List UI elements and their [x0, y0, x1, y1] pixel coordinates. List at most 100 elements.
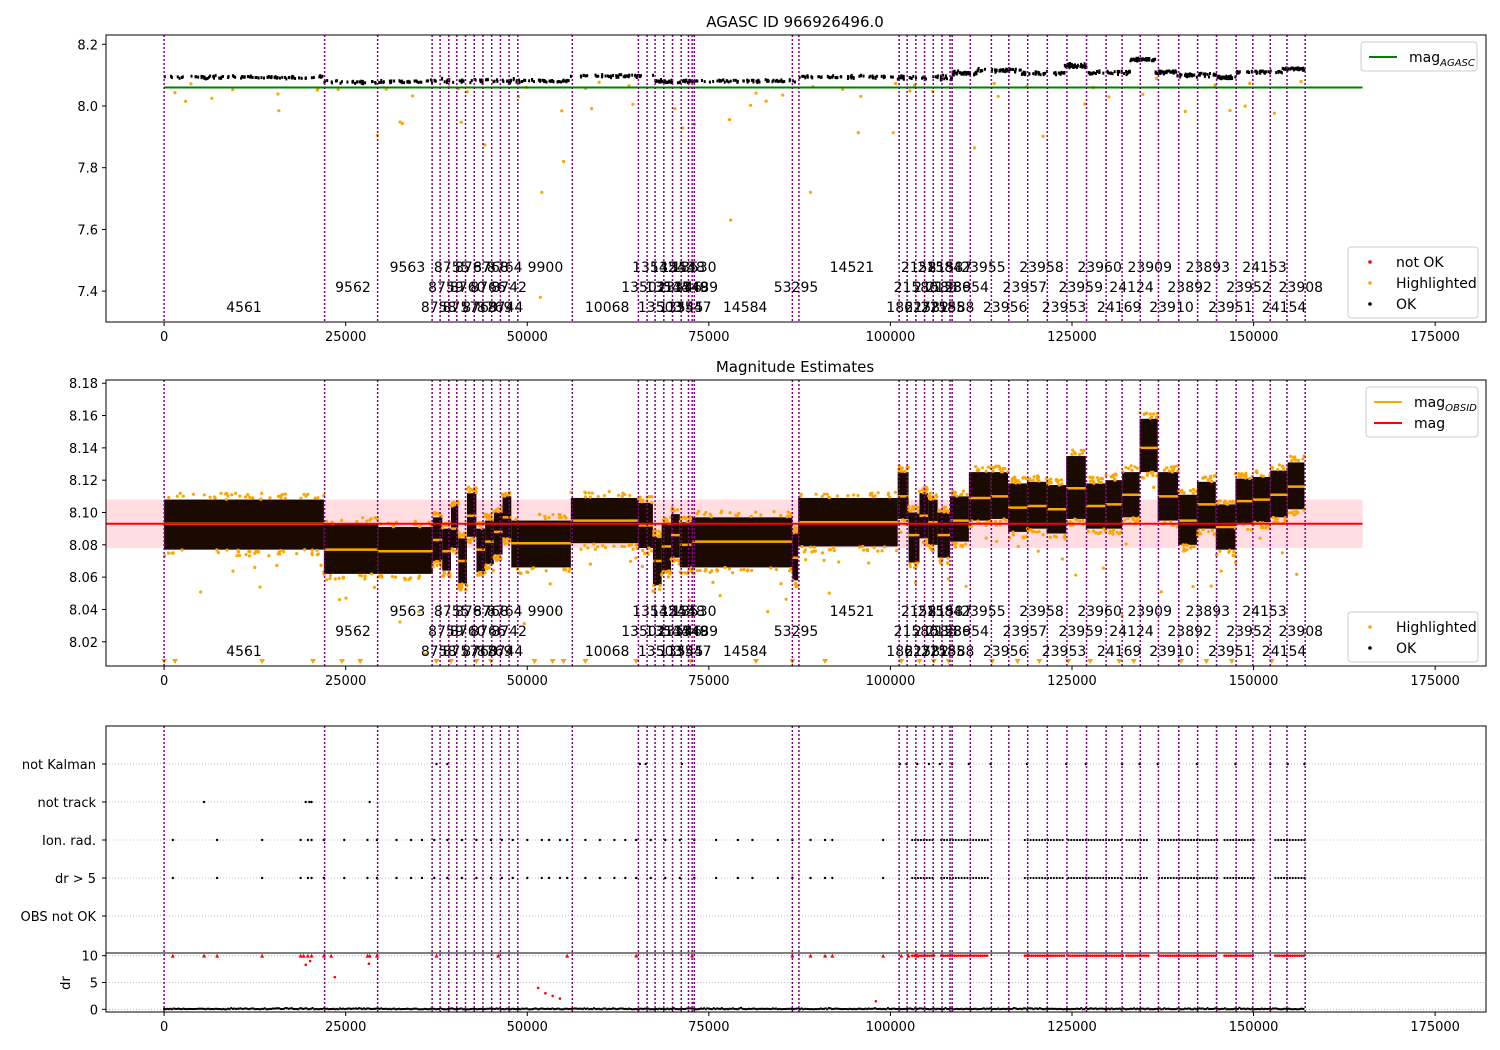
chart2-highlighted-point [1097, 480, 1102, 485]
chart1-ok-point [1219, 76, 1222, 80]
chart1-ok-point [170, 75, 173, 79]
chart1-ok-point [1116, 69, 1119, 73]
dr-ok-point [648, 1008, 651, 1011]
dr-ok-point [199, 1007, 202, 1010]
chart1-ok-point [1039, 73, 1042, 77]
chart2-highlighted-point [1293, 458, 1297, 462]
dr-ok-point [727, 1008, 730, 1011]
dr-ok-point [1264, 1007, 1267, 1010]
chart1-ok-point [1118, 70, 1121, 74]
chart1-xtick-label: 25000 [325, 330, 366, 345]
chart1-ok-point [1057, 71, 1060, 75]
chart2-highlighted-point [474, 486, 478, 490]
dr-not-ok-point [961, 954, 965, 957]
chart1-ok-point [1055, 73, 1058, 77]
dr-ok-point [201, 1007, 204, 1010]
dr-not-ok-point [966, 954, 969, 957]
dr-ok-point [584, 1007, 587, 1010]
chart2-xtick-label: 75000 [688, 674, 729, 689]
dr-not-ok-point [1170, 954, 1174, 957]
chart1-highlighted-point [483, 143, 487, 147]
dr-ok-point [370, 1008, 373, 1011]
dr-ok-point [295, 1008, 298, 1011]
dr-ok-point [1110, 1007, 1113, 1010]
chart2-highlighted-point [359, 574, 364, 578]
dr-ok-point [244, 1007, 247, 1010]
dr-ok-point [613, 1007, 616, 1010]
chart1-ok-point [507, 79, 510, 83]
dr-ok-point [1169, 1008, 1172, 1011]
chart1-ok-point [1226, 76, 1229, 80]
dr-ok-point [1291, 1008, 1294, 1011]
dr-ok-point [629, 1007, 632, 1010]
dr-ok-point [1003, 1007, 1006, 1010]
chart2-highlighted-point [579, 547, 583, 551]
dr-axis-label: dr [59, 976, 74, 990]
dr-ok-point [1152, 1008, 1155, 1011]
dr-not-ok-point [1238, 954, 1242, 957]
dr-gt-5-point [343, 876, 346, 880]
dr-gt-5-point [831, 876, 834, 880]
chart1-obsid-label: 24154 [1262, 300, 1307, 316]
dr-not-ok-point [1136, 954, 1139, 957]
dr-gt-5-point [1190, 876, 1193, 880]
chart2-highlighted-point [991, 469, 995, 473]
dr-ok-point [719, 1008, 722, 1011]
chart1-ok-point [779, 79, 782, 83]
chart1-highlighted-point [277, 109, 281, 113]
dr-ok-point [717, 1007, 720, 1010]
dr-ok-point [1200, 1007, 1203, 1010]
dr-gt-5-point [1044, 876, 1047, 880]
dr-ok-point [461, 1008, 464, 1011]
chart2-highlighted-point [238, 494, 242, 498]
dr-ok-point [211, 1007, 214, 1010]
ion-rad-point [972, 838, 975, 842]
chart1-ok-point [758, 80, 761, 84]
chart2-highlighted-point [1016, 479, 1020, 483]
dr-gt-5-point [911, 876, 914, 880]
dr-ok-point [811, 1008, 814, 1011]
chart1-ok-point [901, 76, 904, 80]
chart2-highlighted-point [1080, 451, 1085, 455]
chart2-highlighted-point [916, 509, 920, 513]
chart2-highlighted-point [793, 528, 797, 533]
chart1-ok-point [382, 80, 385, 84]
dr-ok-point [941, 1008, 944, 1011]
chart2-highlighted-point [1155, 474, 1159, 478]
chart2-obsid-label: 13549 [664, 624, 709, 640]
ion-rad-point [1240, 838, 1244, 842]
dr-not-ok-point [928, 954, 931, 957]
chart1-ok-point [922, 75, 925, 79]
chart1-ok-point [871, 75, 874, 79]
dr-gt-5-point [1240, 876, 1244, 880]
dr-ok-point [171, 1008, 174, 1011]
dr-ok-point [1131, 1007, 1134, 1010]
chart1-ok-point [243, 75, 246, 79]
chart1-ok-point [1034, 72, 1037, 76]
dr-ok-point [1030, 1007, 1033, 1010]
dr-not-ok-point [1276, 954, 1279, 957]
chart1-highlighted-point [1272, 111, 1276, 115]
dr-ok-point [1043, 1008, 1046, 1011]
chart1-ok-point [388, 79, 391, 83]
chart2-highlighted-point [1290, 459, 1294, 463]
chart2-obsid-label: 53295 [774, 624, 819, 640]
chart1-obsid-label: 21583 [913, 280, 958, 296]
chart2-highlighted-point [337, 576, 341, 581]
chart2-highlighted-point [467, 490, 472, 494]
chart2-highlighted-point [275, 563, 279, 568]
chart2-highlighted-point [1026, 529, 1030, 533]
dr-ok-point [274, 1007, 277, 1010]
chart1-ok-point [595, 74, 598, 78]
chart2-highlighted-point [1152, 485, 1156, 489]
ion-rad-point [960, 838, 963, 842]
chart1-ok-point [608, 75, 611, 79]
dr-gt-5-point [433, 876, 436, 880]
chart2-highlighted-point [711, 580, 715, 584]
dr-ok-point [773, 1007, 776, 1010]
dr-gt-5-point [366, 876, 369, 880]
chart2-highlighted-point [1060, 557, 1064, 561]
dr-ok-point [1283, 1007, 1286, 1010]
chart2-highlighted-point [316, 496, 320, 500]
chart2-highlighted-point [1154, 415, 1159, 419]
